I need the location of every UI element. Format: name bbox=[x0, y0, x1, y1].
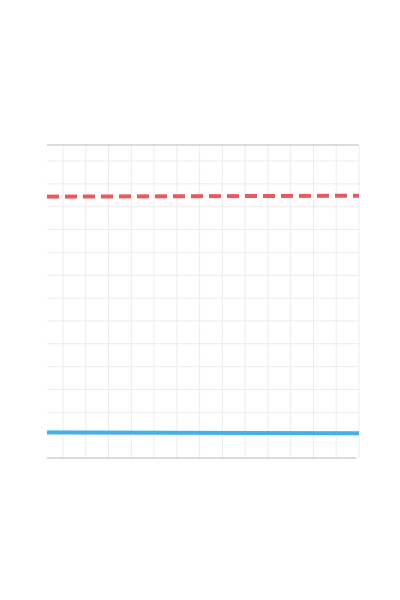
series-line-1 bbox=[46, 193, 360, 199]
series-line-2 bbox=[46, 430, 360, 436]
series-layer bbox=[46, 193, 360, 436]
axis-layer bbox=[47, 144, 359, 459]
grid-layer bbox=[47, 145, 360, 459]
